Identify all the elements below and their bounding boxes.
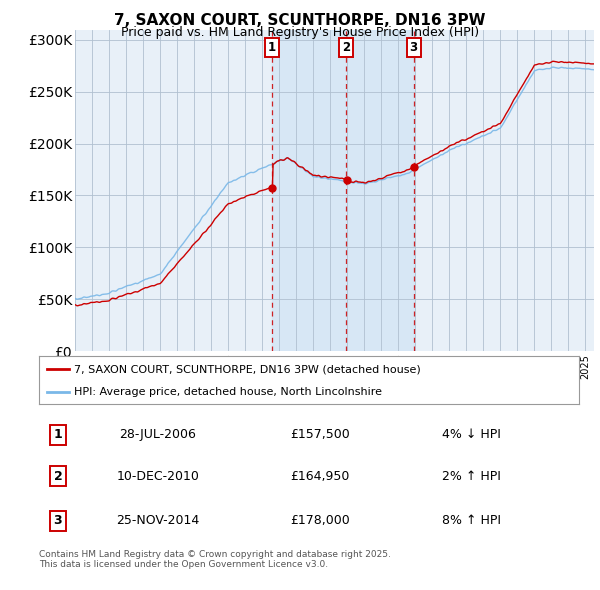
Text: 2: 2 (342, 41, 350, 54)
Text: 4% ↓ HPI: 4% ↓ HPI (442, 428, 500, 441)
Text: 7, SAXON COURT, SCUNTHORPE, DN16 3PW: 7, SAXON COURT, SCUNTHORPE, DN16 3PW (114, 13, 486, 28)
Text: 7, SAXON COURT, SCUNTHORPE, DN16 3PW (detached house): 7, SAXON COURT, SCUNTHORPE, DN16 3PW (de… (74, 364, 421, 374)
Bar (272, 30, 413, 351)
Text: 28-JUL-2006: 28-JUL-2006 (119, 428, 196, 441)
Text: 8% ↑ HPI: 8% ↑ HPI (442, 514, 500, 527)
Text: 3: 3 (410, 41, 418, 54)
Text: 3: 3 (53, 514, 62, 527)
Text: HPI: Average price, detached house, North Lincolnshire: HPI: Average price, detached house, Nort… (74, 387, 382, 397)
Text: 1: 1 (268, 41, 276, 54)
Text: 10-DEC-2010: 10-DEC-2010 (116, 470, 199, 483)
Text: 1: 1 (53, 428, 62, 441)
Text: 2% ↑ HPI: 2% ↑ HPI (442, 470, 500, 483)
Text: 25-NOV-2014: 25-NOV-2014 (116, 514, 199, 527)
Text: £157,500: £157,500 (290, 428, 350, 441)
Text: Contains HM Land Registry data © Crown copyright and database right 2025.
This d: Contains HM Land Registry data © Crown c… (39, 550, 391, 569)
Text: £178,000: £178,000 (290, 514, 350, 527)
Text: 2: 2 (53, 470, 62, 483)
Text: £164,950: £164,950 (290, 470, 349, 483)
Text: Price paid vs. HM Land Registry's House Price Index (HPI): Price paid vs. HM Land Registry's House … (121, 26, 479, 39)
